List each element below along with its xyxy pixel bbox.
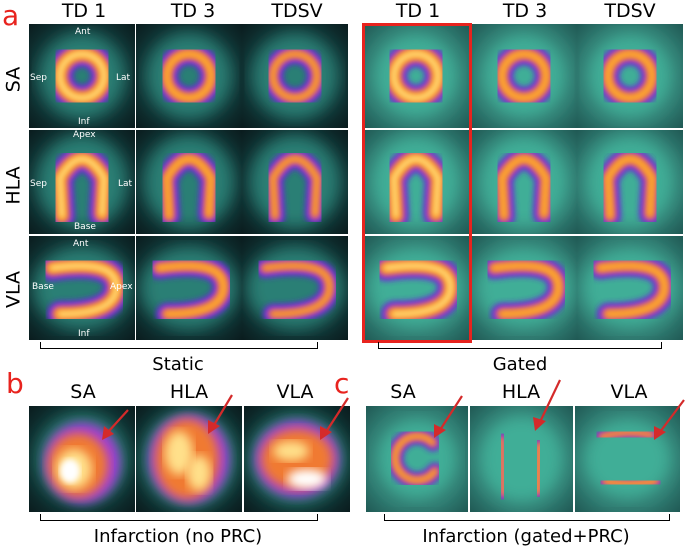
b-col-title-sa: SA — [70, 381, 96, 403]
tile-c-sa — [366, 406, 468, 512]
panel-letter-a: a — [2, 0, 20, 32]
static-col-title-tdsv: TDSV — [271, 0, 323, 22]
tile-gated-td3-sa — [471, 24, 577, 128]
anno-sa-sep: Sep — [30, 73, 47, 83]
tile-b-hla — [136, 406, 242, 512]
anno-vla-base: Base — [32, 282, 54, 292]
tile-static-td3-sa — [136, 24, 242, 128]
anno-hla-apex: Apex — [73, 130, 96, 140]
tile-gated-td3-vla — [471, 236, 577, 340]
gated-col-title-td3: TD 3 — [502, 0, 548, 22]
anno-vla-ant: Ant — [73, 239, 89, 249]
tile-static-td3-vla — [136, 236, 242, 340]
arrow-c-vla — [654, 399, 685, 440]
panel-letter-c: c — [334, 367, 350, 400]
tile-b-sa — [29, 406, 135, 512]
anno-sa-ant: Ant — [75, 27, 91, 37]
c-col-title-vla: VLA — [610, 381, 648, 403]
anno-sa-lat: Lat — [116, 73, 131, 83]
tile-gated-tdsv-hla — [577, 130, 683, 234]
static-caption: Static — [152, 354, 204, 375]
static-col-title-td1: TD 1 — [61, 0, 107, 22]
tile-static-td1-sa — [29, 24, 135, 128]
tile-static-tdsv-vla — [242, 236, 348, 340]
arrow-c-hla — [533, 379, 561, 431]
c-bracket — [384, 514, 670, 521]
tile-gated-tdsv-vla — [577, 236, 683, 340]
static-col-title-td3: TD 3 — [170, 0, 216, 22]
b-col-title-hla: HLA — [169, 381, 209, 403]
c-col-title-hla: HLA — [501, 381, 541, 403]
b-col-title-vla: VLA — [276, 381, 314, 403]
anno-hla-lat: Lat — [118, 179, 133, 189]
tile-c-vla — [575, 406, 680, 512]
panel-letter-b: b — [6, 367, 24, 400]
static-bracket — [40, 342, 318, 349]
tile-static-td3-hla — [136, 130, 242, 234]
anno-vla-apex: Apex — [110, 282, 133, 292]
c-caption: Infarction (gated+PRC) — [422, 526, 630, 547]
tile-static-tdsv-sa — [242, 24, 348, 128]
tile-static-td1-hla — [29, 130, 135, 234]
gated-td1-highlight-box — [362, 23, 472, 343]
anno-vla-inf: Inf — [78, 329, 90, 339]
anno-hla-base: Base — [74, 222, 96, 232]
arrow-b-vla — [320, 397, 349, 440]
tile-static-tdsv-hla — [242, 130, 348, 234]
tile-gated-td1-hla — [363, 130, 469, 234]
b-bracket — [40, 514, 318, 521]
arrow-b-hla — [208, 394, 233, 434]
tile-c-hla — [470, 406, 573, 512]
tile-gated-td3-hla — [471, 130, 577, 234]
b-caption: Infarction (no PRC) — [93, 526, 263, 547]
arrow-c-sa — [434, 395, 463, 438]
gated-col-title-td1: TD 1 — [395, 0, 441, 22]
gated-col-title-tdsv: TDSV — [604, 0, 656, 22]
arrow-b-sa — [102, 409, 129, 440]
tile-gated-tdsv-sa — [577, 24, 683, 128]
tile-gated-td1-vla — [363, 236, 469, 340]
gated-caption: Gated — [492, 354, 548, 375]
gated-bracket — [378, 342, 662, 349]
c-col-title-sa: SA — [390, 381, 416, 403]
anno-sa-inf: Inf — [78, 117, 90, 127]
anno-hla-sep: Sep — [30, 179, 47, 189]
tile-gated-td1-sa — [363, 24, 469, 128]
tile-b-vla — [244, 406, 350, 512]
tile-static-td1-vla — [29, 236, 135, 340]
